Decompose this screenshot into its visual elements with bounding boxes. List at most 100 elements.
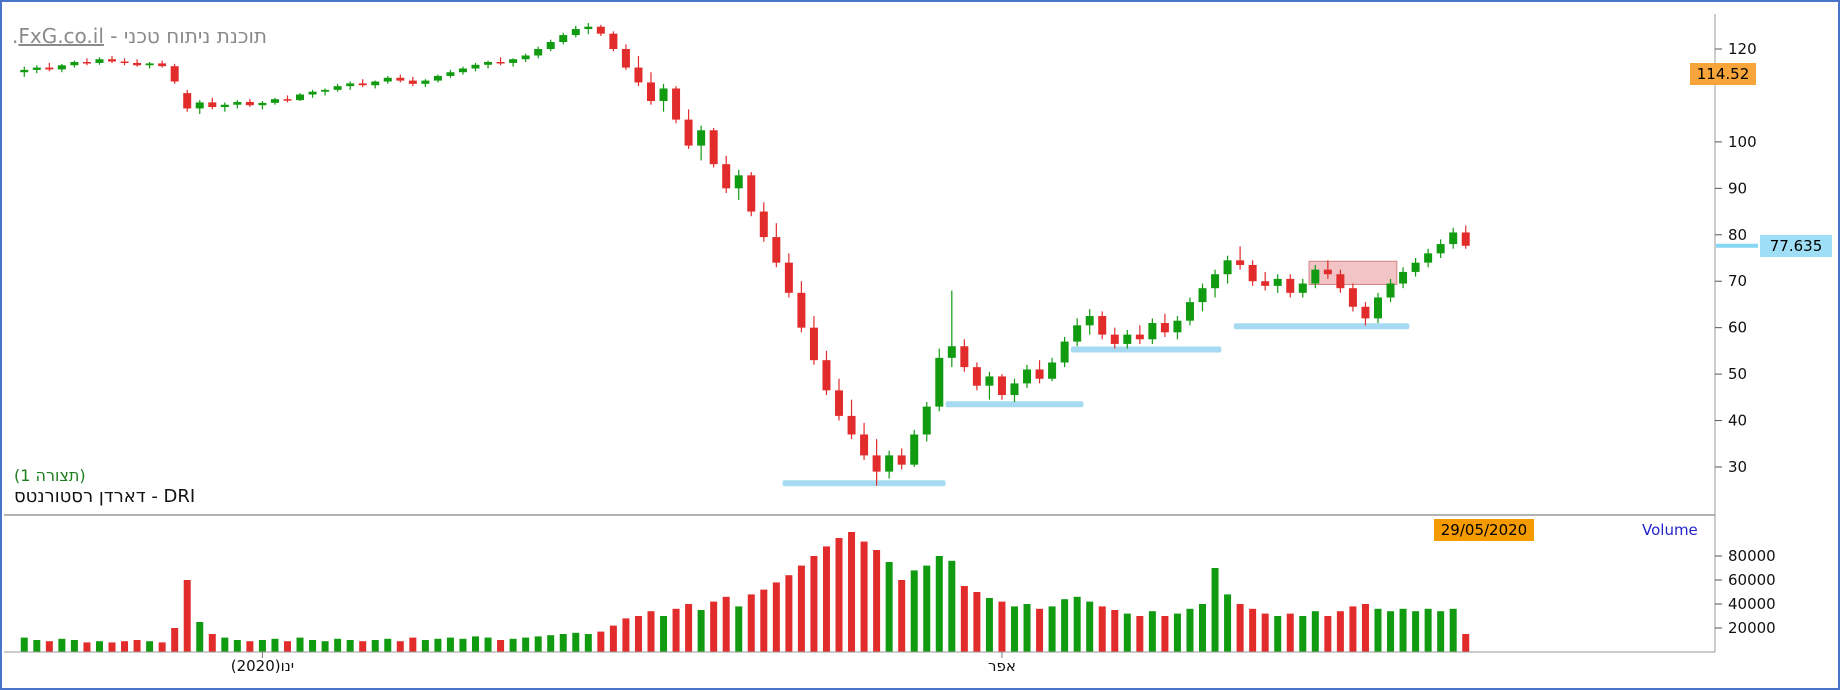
volume-bar: [1324, 616, 1332, 652]
candle-body: [45, 67, 54, 70]
support-line[interactable]: [1233, 323, 1410, 330]
volume-bar: [95, 641, 103, 652]
instrument-label: דארדן רסטורנטס - DRI: [14, 486, 196, 507]
candle-body: [972, 367, 981, 386]
volume-bar: [146, 641, 154, 652]
candle-body: [910, 434, 919, 465]
volume-bar: [747, 594, 755, 652]
volume-bar: [935, 556, 943, 652]
fxg-link[interactable]: FxG.co.il: [18, 24, 104, 48]
candle-body: [596, 26, 605, 34]
candle-body: [1311, 269, 1320, 284]
candle-body: [1223, 260, 1232, 275]
volume-bar: [1061, 599, 1069, 652]
candle-body: [1035, 369, 1044, 379]
candle-body: [646, 82, 655, 102]
volume-bar: [283, 641, 291, 652]
volume-bar: [196, 622, 204, 652]
support-line[interactable]: [782, 480, 946, 487]
volume-bar: [760, 589, 768, 652]
price-axis-label: 80: [1728, 226, 1747, 244]
volume-bar: [873, 550, 881, 652]
volume-axis-label: 40000: [1728, 595, 1776, 613]
candle-body: [1098, 316, 1107, 335]
candle-body: [321, 89, 330, 92]
candle-body: [170, 66, 179, 82]
support-line[interactable]: [1070, 346, 1222, 353]
volume-bar: [559, 634, 567, 652]
candle-body: [872, 455, 881, 472]
volume-bar: [1274, 616, 1282, 652]
volume-bar: [1224, 594, 1232, 652]
price-axis-label: 70: [1728, 272, 1747, 290]
volume-axis-label: 60000: [1728, 571, 1776, 589]
volume-bar: [835, 538, 843, 652]
support-line[interactable]: [945, 401, 1084, 408]
candle-body: [935, 357, 944, 407]
candle-body: [797, 292, 806, 328]
volume-bar: [133, 640, 141, 652]
candle-body: [396, 77, 405, 81]
candle-body: [772, 237, 781, 263]
volume-bar: [1374, 608, 1382, 652]
candle-body: [847, 415, 856, 435]
candle-body: [433, 75, 442, 81]
candle-body: [1361, 306, 1370, 319]
volume-bar: [1249, 608, 1257, 652]
candle-body: [333, 86, 342, 90]
candle-body: [1273, 278, 1282, 286]
volume-bar: [1424, 608, 1432, 652]
candle-body: [709, 130, 718, 165]
candle-body: [346, 83, 355, 87]
volume-bar: [1462, 634, 1470, 652]
volume-bar: [359, 641, 367, 652]
resistance-zone[interactable]: [1308, 260, 1398, 285]
candle-body: [1336, 274, 1345, 289]
volume-bar: [1048, 606, 1056, 652]
candle-body: [546, 42, 555, 49]
app-title-text: תוכנת ניתוח טכני -: [103, 24, 268, 48]
candle-body: [108, 59, 117, 62]
volume-bar: [797, 565, 805, 652]
volume-bar: [171, 628, 179, 652]
app-title: תוכנת ניתוח טכני - FxG.co.il.: [12, 24, 267, 48]
candle-body: [621, 49, 630, 68]
volume-bar: [271, 638, 279, 652]
candle-body: [684, 119, 693, 146]
volume-bar: [1086, 601, 1094, 652]
volume-bar: [572, 632, 580, 652]
date-badge: 29/05/2020: [1434, 519, 1534, 541]
volume-bar: [634, 616, 642, 652]
candle-body: [1198, 288, 1207, 303]
price-axis-label: 30: [1728, 458, 1747, 476]
volume-bar: [1199, 604, 1207, 652]
volume-bar: [522, 637, 530, 652]
candle-body: [1449, 232, 1458, 245]
candle-body: [1110, 334, 1119, 344]
candle-body: [57, 65, 66, 70]
price-axis-label: 40: [1728, 412, 1747, 430]
volume-bar: [910, 570, 918, 652]
volume-pane-label: Volume: [1642, 521, 1698, 539]
candle-body: [1411, 262, 1420, 272]
volume-bar: [948, 560, 956, 652]
month-label: אפר: [988, 657, 1016, 675]
volume-bar: [609, 625, 617, 652]
volume-bar: [722, 596, 730, 652]
candle-body: [1286, 278, 1295, 293]
candle-body: [1399, 271, 1408, 284]
candle-body: [747, 175, 756, 212]
volume-bar: [258, 640, 266, 652]
volume-bar: [985, 598, 993, 652]
volume-bar: [108, 642, 116, 652]
volume-bar: [321, 641, 329, 652]
candle-body: [383, 77, 392, 82]
volume-bar: [1173, 613, 1181, 652]
candle-body: [784, 262, 793, 293]
volume-bar: [158, 642, 166, 652]
candle-body: [471, 64, 480, 69]
candle-body: [1348, 288, 1357, 307]
candle-body: [208, 102, 217, 108]
